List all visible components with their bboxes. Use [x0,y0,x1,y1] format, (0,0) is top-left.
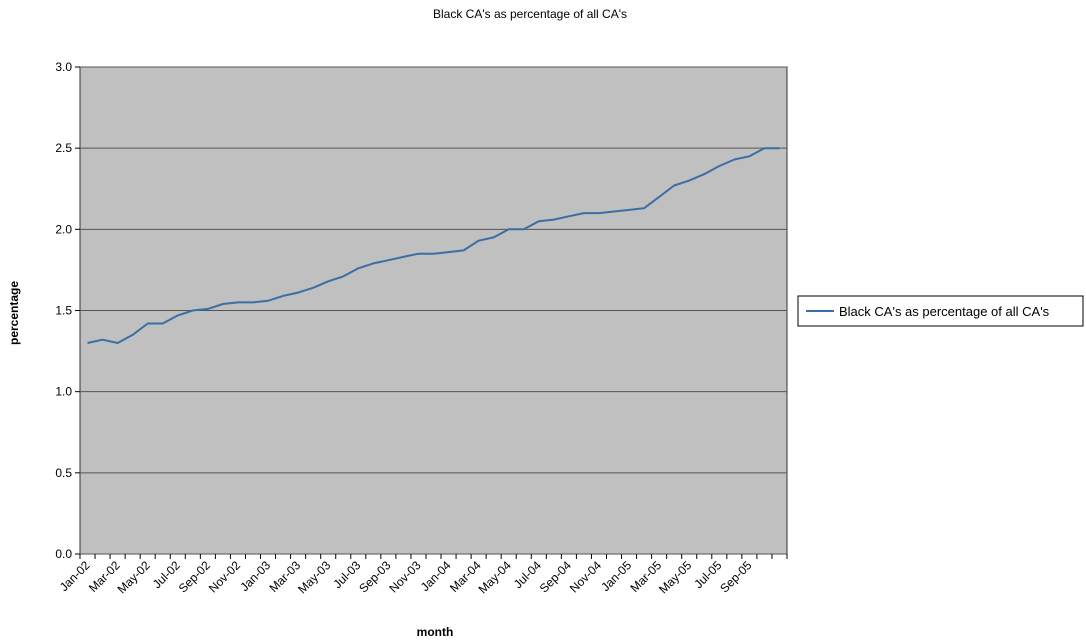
x-tick-label: May-04 [476,558,514,596]
y-axis-tick-labels: 0.0 0.5 1.0 1.5 2.0 2.5 3.0 [55,60,72,561]
chart-title: Black CA's as percentage of all CA's [433,7,627,21]
y-tick-label: 2.0 [55,222,72,236]
x-tick-label: Jan-04 [418,558,454,594]
x-tick-label: Nov-03 [386,558,423,595]
x-tick-label: Jan-02 [57,558,93,594]
y-axis-ticks [75,67,80,554]
y-tick-label: 0.0 [55,547,72,561]
x-tick-label: Sep-05 [717,558,754,595]
x-tick-label: Nov-04 [567,558,604,595]
x-tick-label: Nov-02 [206,558,243,595]
y-tick-label: 3.0 [55,60,72,74]
x-tick-label: May-02 [115,558,153,596]
x-tick-label: May-05 [656,558,694,596]
x-axis-tick-labels: Jan-02Mar-02May-02Jul-02Sep-02Nov-02Jan-… [57,558,755,596]
y-tick-label: 0.5 [55,466,72,480]
x-tick-label: Sep-02 [176,558,213,595]
x-tick-label: May-03 [295,558,333,596]
y-tick-label: 2.5 [55,141,72,155]
y-tick-label: 1.0 [55,385,72,399]
legend-label: Black CA's as percentage of all CA's [839,304,1050,319]
x-tick-label: Jan-03 [237,558,273,594]
x-tick-label: Jan-05 [598,558,634,594]
y-axis-title: percentage [7,281,21,345]
x-axis-ticks [80,554,787,559]
x-tick-label: Sep-03 [356,558,393,595]
y-tick-label: 1.5 [55,304,72,318]
x-axis-title: month [417,625,454,639]
x-tick-label: Sep-04 [537,558,574,595]
legend: Black CA's as percentage of all CA's [798,296,1083,326]
